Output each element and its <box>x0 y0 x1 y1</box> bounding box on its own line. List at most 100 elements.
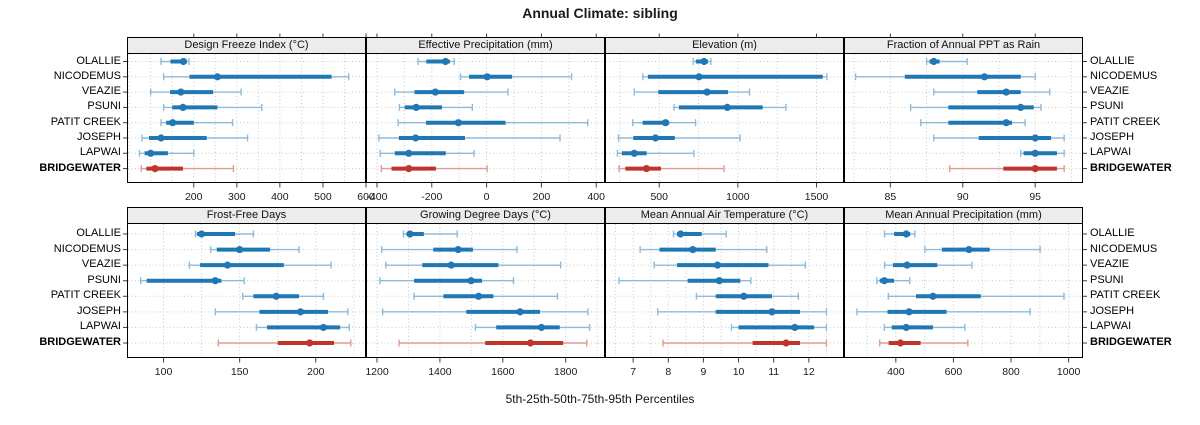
median-dot <box>412 103 420 111</box>
series-lapwai <box>255 323 350 332</box>
series-psuni <box>673 103 787 111</box>
series-joseph <box>214 308 349 316</box>
median-dot <box>151 165 159 173</box>
gridlines <box>367 54 604 182</box>
median-dot <box>447 261 455 269</box>
series-psuni <box>398 103 474 111</box>
top-ticks-canvas <box>889 33 1036 37</box>
panel-mean-annual-precipitation: Mean Annual Precipitation (mm) 400 600 800… <box>844 201 1087 384</box>
panel-canvas: 7 8 9 10 11 12 <box>605 223 845 378</box>
site-label-joseph: JOSEPH <box>76 304 121 317</box>
site-label-patit-creek: PATIT CREEK <box>1090 115 1161 128</box>
median-dot <box>700 57 708 66</box>
panel-growing-degree-days: Growing Degree Days (°C) 1200 1400 1600 180… <box>365 201 605 384</box>
series-patit-creek <box>413 292 559 300</box>
median-dot <box>965 245 973 254</box>
median-dot <box>723 103 731 111</box>
median-dot <box>526 339 535 347</box>
series-olallie <box>194 230 255 238</box>
series-lapwai <box>883 323 966 332</box>
median-dot <box>676 230 685 238</box>
median-dot <box>902 323 910 332</box>
series-patit-creek <box>920 119 1026 127</box>
panel-plot: 85 90 95 <box>844 53 1087 209</box>
series-bridgewater <box>949 165 1065 173</box>
panel-canvas: 500 1000 1500 <box>605 53 844 203</box>
panel-plot: 500 1000 1500 <box>605 53 844 209</box>
series-lapwai <box>138 149 195 157</box>
site-label-bridgewater: BRIDGEWATER <box>1090 161 1172 174</box>
x-tick-label: 85 <box>885 191 897 203</box>
site-label-patit-creek: PATIT CREEK <box>50 289 121 302</box>
site-label-olallie: OLALLIE <box>76 227 121 239</box>
site-label-lapwai: LAPWAI <box>79 320 121 333</box>
series-bridgewater <box>380 165 488 173</box>
median-dot <box>902 230 910 238</box>
gridlines <box>128 54 367 182</box>
series-veazie <box>188 261 332 269</box>
median-dot <box>713 261 722 269</box>
median-dot <box>236 245 244 254</box>
median-dot <box>177 88 185 96</box>
panel-design-freeze-index: Design Freeze Index (°C) 200 300 400 500 600 <box>123 31 375 209</box>
series-olallie <box>925 57 968 66</box>
site-label-psuni: PSUNI <box>87 100 121 113</box>
site-labels-right-row1: OLALLIE NICODEMUS VEAZIE PSUNI PATIT CREEK JO… <box>1083 31 1200 211</box>
x-tick-label: 400 <box>587 191 605 203</box>
site-label-lapwai: LAPWAI <box>1090 320 1132 333</box>
x-tick-label: 1200 <box>365 366 389 378</box>
median-dot <box>1031 165 1039 173</box>
median-dot <box>642 165 651 173</box>
median-dot <box>1002 119 1010 127</box>
series-nicodemus <box>162 73 350 81</box>
site-label-bridgewater: BRIDGEWATER <box>39 335 121 348</box>
panel-plot: 200 300 400 500 600 <box>123 53 375 209</box>
median-dot <box>791 323 799 332</box>
panel-strip: Frost-Free Days <box>127 207 366 223</box>
median-dot <box>147 149 155 157</box>
median-dot <box>695 73 703 81</box>
panel-border <box>605 223 844 358</box>
panel-row-2: OLALLIE NICODEMUS VEAZIE PSUNI PATIT CREEK JO… <box>0 201 1200 384</box>
panel-strip: Fraction of Annual PPT as Rain <box>844 37 1083 53</box>
x-axis: 7 8 9 10 11 12 <box>630 358 815 378</box>
median-dot <box>454 119 462 127</box>
series-nicodemus <box>459 73 573 81</box>
panel-strip: Design Freeze Index (°C) <box>127 37 366 53</box>
series-joseph <box>617 134 741 142</box>
median-dot <box>467 277 475 285</box>
panel-strip: Elevation (m) <box>605 37 844 53</box>
top-ticks-canvas <box>376 33 597 37</box>
gridlines <box>606 54 843 182</box>
site-labels-right-row2: OLALLIE NICODEMUS VEAZIE PSUNI PATIT CREEK JO… <box>1083 201 1200 381</box>
x-tick-label: 9 <box>700 366 706 378</box>
x-tick-label: 1800 <box>554 366 578 378</box>
x-tick-label: 10 <box>733 366 745 378</box>
series-nicodemus <box>210 245 300 254</box>
series-psuni <box>140 277 245 285</box>
series-veazie <box>394 88 509 96</box>
panel-effective-precipitation: Effective Precipitation (mm) -400 -200 0 20… <box>366 31 605 209</box>
site-label-psuni: PSUNI <box>1090 273 1124 286</box>
series-nicodemus <box>642 73 828 81</box>
panel-row-1: OLALLIE NICODEMUS VEAZIE PSUNI PATIT CREEK JO… <box>0 31 1200 211</box>
x-tick-label: 400 <box>887 366 905 378</box>
series-bridgewater <box>618 165 725 173</box>
x-tick-label: 800 <box>1002 366 1020 378</box>
median-dot <box>537 323 546 332</box>
panel-plot: 400 600 800 1000 <box>844 223 1087 384</box>
x-tick-label: 300 <box>228 191 246 203</box>
site-label-nicodemus: NICODEMUS <box>1090 242 1158 255</box>
panel-border <box>844 223 1083 358</box>
x-tick-label: 150 <box>231 366 249 378</box>
median-dot <box>651 134 660 142</box>
median-dot <box>880 277 888 285</box>
series-joseph <box>657 308 828 316</box>
series-joseph <box>381 308 589 316</box>
series-nicodemus <box>381 245 518 254</box>
median-dot <box>211 277 219 285</box>
panel-canvas: 100 150 200 <box>123 223 366 378</box>
series-patit-creek <box>695 292 800 300</box>
x-tick-label: 12 <box>803 366 815 378</box>
site-labels-left-row1: OLALLIE NICODEMUS VEAZIE PSUNI PATIT CREEK JO… <box>0 31 127 211</box>
